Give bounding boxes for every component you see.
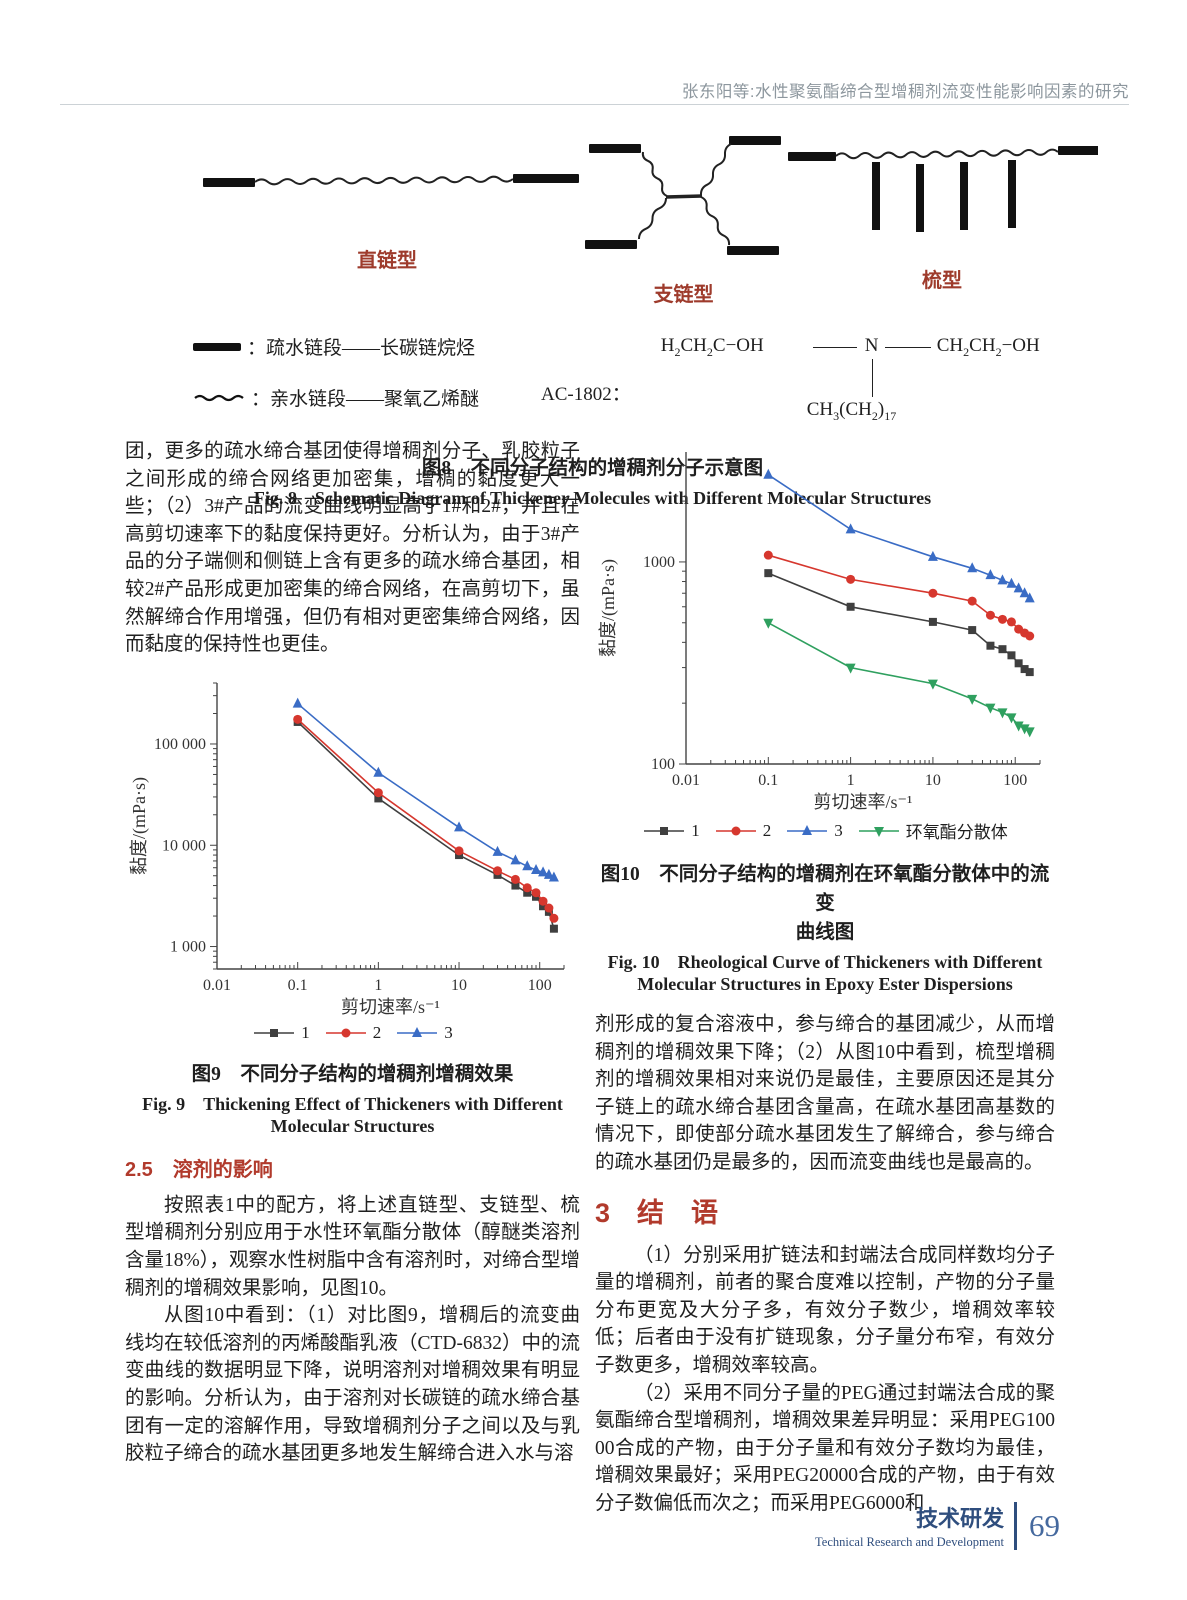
body-paragraph: 团，更多的疏水缔合基团使得增稠剂分子、乳胶粒子之间形成的缔合网络更加密集，增稠的… [125, 441, 580, 656]
svg-text:0.01: 0.01 [672, 772, 700, 789]
figure10: 0.01 0.1 1 10 100 100 1000 剪切速率/s⁻¹ 黏度/(mPa·s) 1… [595, 438, 1055, 995]
figure8-legend-formula: ：疏水链段——长碳链烷烃 ：亲水链段——聚氧乙烯醚 AC-1802： H2CH2… [125, 333, 1060, 429]
page-number: 69 [1029, 1507, 1060, 1543]
page-footer: 技术研发 Technical Research and Development … [815, 1501, 1060, 1550]
svg-text:剪切速率/s⁻¹: 剪切速率/s⁻¹ [814, 792, 913, 812]
fig9-caption-zh: 图9 不同分子结构的增稠剂增稠效果 [191, 1063, 514, 1085]
legend-row-hydrophilic: ：亲水链段——聚氧乙烯醚 [193, 384, 479, 411]
legend-item: 3 [395, 1023, 453, 1043]
footer-section-zh: 技术研发 [915, 1506, 1004, 1531]
two-column-body: 团，更多的疏水缔合基团使得增稠剂分子、乳胶粒子之间形成的缔合网络更加密集，增稠的… [125, 438, 1060, 1518]
body-paragraph: 按照表1中的配方，将上述直链型、支链型、梳型增稠剂分别应用于水性环氧酯分散体（醇… [125, 1194, 580, 1299]
hydrophilic-wave-icon [194, 394, 244, 401]
svg-text:1: 1 [847, 772, 855, 789]
fig10-caption-en: Fig. 10 Rheological Curve of Thickeners … [607, 952, 1043, 994]
svg-text:剪切速率/s⁻¹: 剪切速率/s⁻¹ [341, 997, 440, 1017]
branched-structure-diagram [585, 136, 781, 255]
svg-text:1: 1 [374, 977, 382, 994]
figure8-structures: 直链型 支链型 [125, 122, 1098, 307]
formula-name: AC-1802： [541, 383, 631, 405]
section-2-5-heading: 2.5 溶剂的影响 [125, 1158, 273, 1181]
structure-comb: 梳型 [786, 122, 1098, 293]
linear-structure-diagram [203, 174, 579, 187]
bond-line [812, 347, 857, 348]
fig9-chart: 0.01 0.1 1 10 100 1 000 10 000 100 000 剪切速率/s⁻¹ 黏… [129, 682, 565, 1017]
fig8-caption-en: Fig. 8 Schematic Diagram of Thickener Mo… [253, 488, 932, 508]
structure-branched: 支链型 [581, 122, 786, 307]
fig8-caption-zh: 图8 不同分子结构的增稠剂分子示意图 [421, 458, 764, 479]
structure-linear: 直链型 [193, 122, 581, 273]
legend-text: ：疏水链段——长碳链烷烃 [247, 338, 476, 359]
svg-text:1000: 1000 [643, 554, 675, 571]
fig10-legend: 1 2 3 环氧酯分散体 [642, 818, 1008, 843]
branched-label: 支链型 [653, 284, 714, 306]
svg-text:10: 10 [451, 977, 467, 994]
ac1802-formula: AC-1802： H2CH2C−OH N CH2CH2−OH CH3(CH2)1… [541, 333, 1053, 429]
linear-label: 直链型 [357, 250, 417, 272]
svg-text:黏度/(mPa·s): 黏度/(mPa·s) [129, 777, 150, 875]
fig9-caption-en: Fig. 9 Thickening Effect of Thickeners w… [142, 1093, 563, 1136]
body-paragraph: （1）分别采用扩链法和封端法合成同样数均分子量的增稠剂，前者的聚合度难以控制，产… [595, 1244, 1055, 1376]
legend-item: 2 [714, 821, 771, 841]
svg-text:100: 100 [1003, 772, 1027, 789]
formula-right: CH2CH2−OH [936, 335, 1040, 359]
right-column: 0.01 0.1 1 10 100 100 1000 剪切速率/s⁻¹ 黏度/(mPa·s) 1… [595, 438, 1055, 1518]
svg-text:0.1: 0.1 [288, 977, 308, 994]
fig10-chart: 0.01 0.1 1 10 100 100 1000 剪切速率/s⁻¹ 黏度/(mPa·s) [598, 452, 1041, 812]
left-column: 团，更多的疏水缔合基团使得增稠剂分子、乳胶粒子之间形成的缔合网络更加密集，增稠的… [125, 438, 580, 1518]
svg-text:10 000: 10 000 [162, 837, 206, 854]
figure9: 0.01 0.1 1 10 100 1 000 10 000 100 000 剪切速率/s⁻¹ 黏… [125, 669, 580, 1137]
header-rule [60, 104, 1129, 105]
svg-text:10: 10 [925, 772, 941, 789]
svg-text:100: 100 [528, 977, 552, 994]
bond-line-vertical [871, 359, 873, 397]
formula-structure: H2CH2C−OH N CH2CH2−OH CH3(CH2)17 [661, 333, 1053, 429]
legend-row-hydrophobic: ：疏水链段——长碳链烷烃 [193, 333, 479, 360]
legend-item: 1 [252, 1023, 310, 1043]
body-paragraph: 从图10中看到：（1）对比图9，增稠后的流变曲线均在较低溶剂的丙烯酸酯乳液（CT… [125, 1305, 580, 1465]
svg-text:黏度/(mPa·s): 黏度/(mPa·s) [598, 559, 619, 657]
legend-item: 3 [785, 821, 843, 841]
running-header: 张东阳等:水性聚氨酯缔合型增稠剂流变性能影响因素的研究 [681, 83, 1129, 101]
bond-line [884, 347, 931, 348]
body-paragraph: 剂形成的复合溶液中，参与缔合的基团减少，从而增稠剂的增稠效果下降；（2）从图10… [595, 1014, 1055, 1173]
formula-left: H2CH2C−OH [660, 335, 764, 359]
footer-section-en: Technical Research and Development [815, 1535, 1004, 1549]
figure8-block: 直链型 支链型 [125, 122, 1098, 510]
comb-structure-diagram [788, 146, 1098, 232]
legend-text: ：亲水链段——聚氧乙烯醚 [251, 389, 480, 410]
svg-text:0.1: 0.1 [758, 772, 778, 789]
fig10-caption-zh: 图10 不同分子结构的增稠剂在环氧酯分散体中的流变 曲线图 [600, 864, 1050, 943]
comb-label: 梳型 [922, 270, 962, 292]
svg-text:0.01: 0.01 [203, 977, 231, 994]
svg-text:1 000: 1 000 [170, 938, 206, 955]
svg-text:100: 100 [651, 756, 675, 773]
svg-text:100 000: 100 000 [154, 736, 206, 753]
section-3-heading: 3 结 语 [595, 1197, 719, 1228]
formula-bottom: CH3(CH2)17 [806, 399, 897, 423]
formula-nitrogen: N [864, 335, 879, 356]
legend-item: 1 [642, 821, 700, 841]
figure8-legend: ：疏水链段——长碳链烷烃 ：亲水链段——聚氧乙烯醚 [193, 333, 479, 411]
body-paragraph: （2）采用不同分子量的PEG通过封端法合成的聚氨酯缔合型增稠剂，增稠效果差异明显… [595, 1382, 1055, 1514]
footer-section: 技术研发 Technical Research and Development [815, 1501, 1004, 1550]
footer-divider [1014, 1501, 1017, 1550]
legend-item: 环氧酯分散体 [857, 818, 1008, 843]
hydrophobic-bar-icon [193, 342, 241, 351]
legend-item: 2 [324, 1023, 381, 1043]
